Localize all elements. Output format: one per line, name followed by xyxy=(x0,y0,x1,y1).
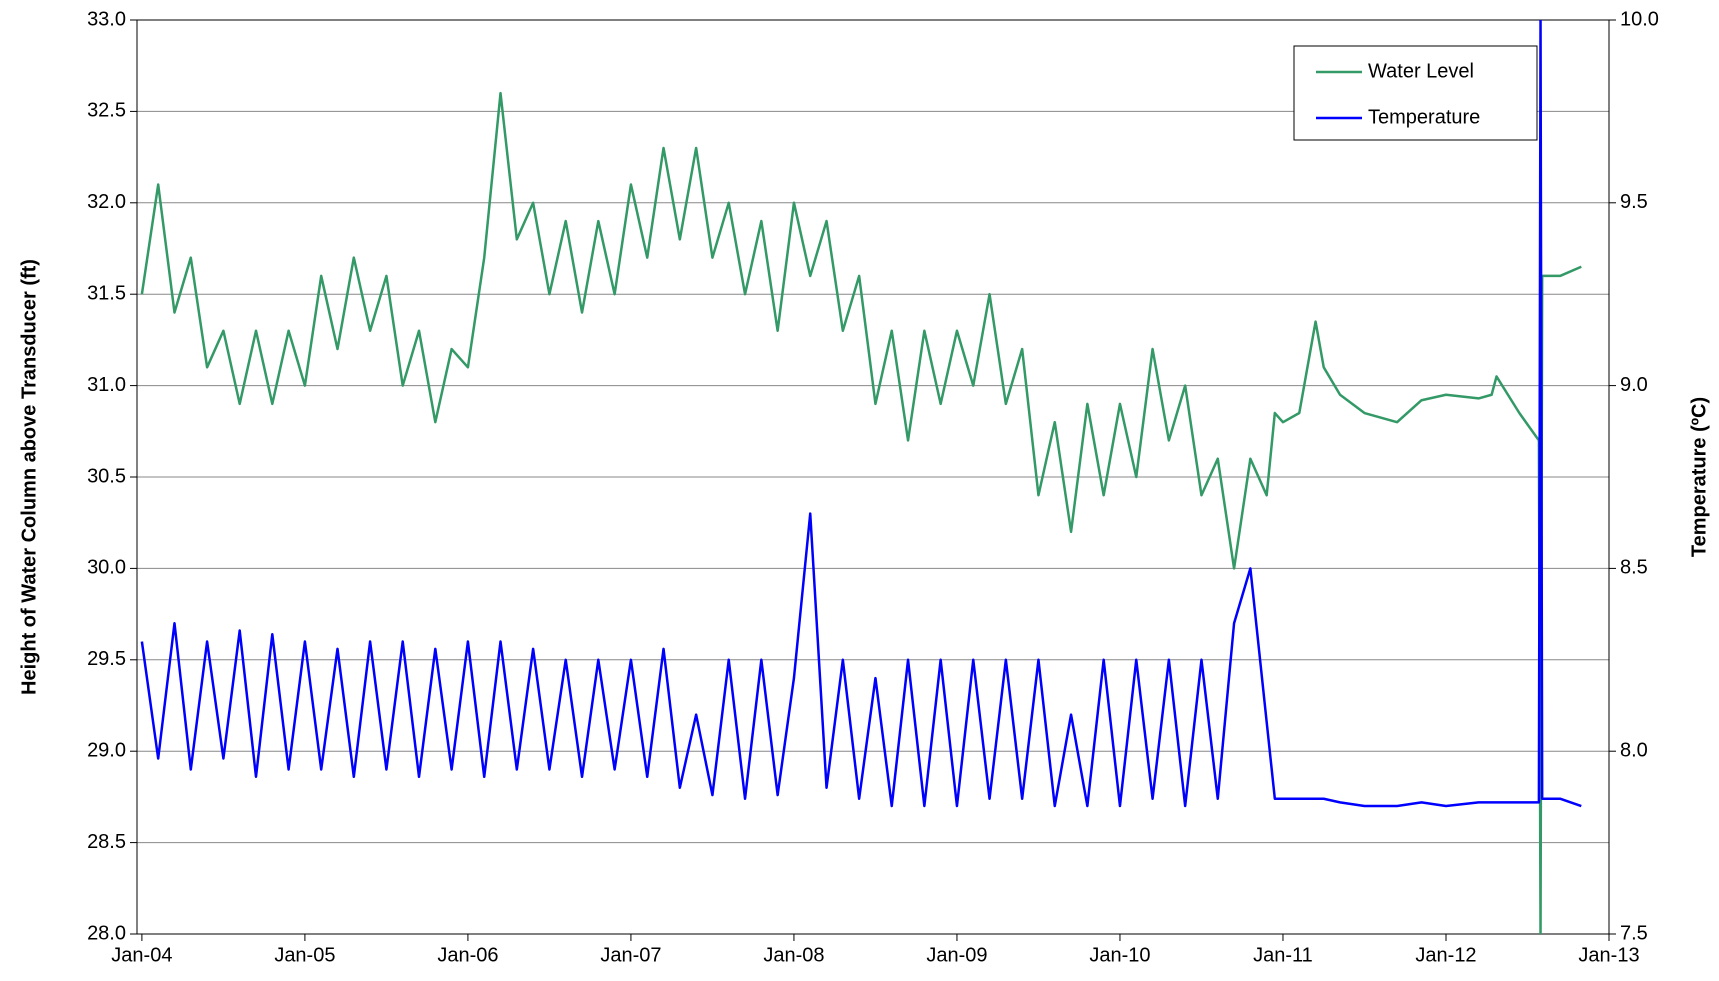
x-tick-label: Jan-05 xyxy=(274,944,335,966)
y2-tick-label: 9.5 xyxy=(1620,191,1648,213)
x-tick-label: Jan-06 xyxy=(437,944,498,966)
y2-tick-label: 8.5 xyxy=(1620,557,1648,579)
y2-tick-label: 9.0 xyxy=(1620,374,1648,396)
plot-area xyxy=(140,20,1582,934)
y-tick-label: 28.5 xyxy=(87,831,126,853)
legend-box xyxy=(1293,45,1538,141)
x-tick-label: Jan-04 xyxy=(111,944,172,966)
x-tick-label: Jan-07 xyxy=(600,944,661,966)
y2-tick-label: 8.0 xyxy=(1620,739,1648,761)
y-tick-label: 33.0 xyxy=(87,8,126,30)
plot-frame xyxy=(136,19,1610,935)
y-tick-label: 32.5 xyxy=(87,100,126,122)
y-tick-label: 30.5 xyxy=(87,465,126,487)
y-tick-label: 30.0 xyxy=(87,557,126,579)
x-tick-label: Jan-12 xyxy=(1415,944,1476,966)
y2-tick-label: 7.5 xyxy=(1620,922,1648,944)
series-line xyxy=(140,91,1582,934)
series-line xyxy=(140,20,1582,808)
y-tick-label: 28.0 xyxy=(87,922,126,944)
x-tick-label: Jan-08 xyxy=(763,944,824,966)
legend-label: Water Level xyxy=(1368,60,1474,82)
y-axis-title: Height of Water Column above Transducer … xyxy=(18,259,40,695)
y-tick-label: 31.5 xyxy=(87,282,126,304)
x-tick-label: Jan-09 xyxy=(926,944,987,966)
y-tick-label: 29.5 xyxy=(87,648,126,670)
y-tick-label: 31.0 xyxy=(87,374,126,396)
y2-axis-title: Temperature (ºC) xyxy=(1688,397,1710,557)
y-tick-label: 32.0 xyxy=(87,191,126,213)
y2-tick-label: 10.0 xyxy=(1620,8,1659,30)
y-tick-label: 29.0 xyxy=(87,739,126,761)
x-tick-label: Jan-10 xyxy=(1089,944,1150,966)
x-tick-label: Jan-11 xyxy=(1253,944,1313,966)
legend-label: Temperature xyxy=(1368,106,1480,128)
x-tick-label: Jan-13 xyxy=(1578,944,1639,966)
